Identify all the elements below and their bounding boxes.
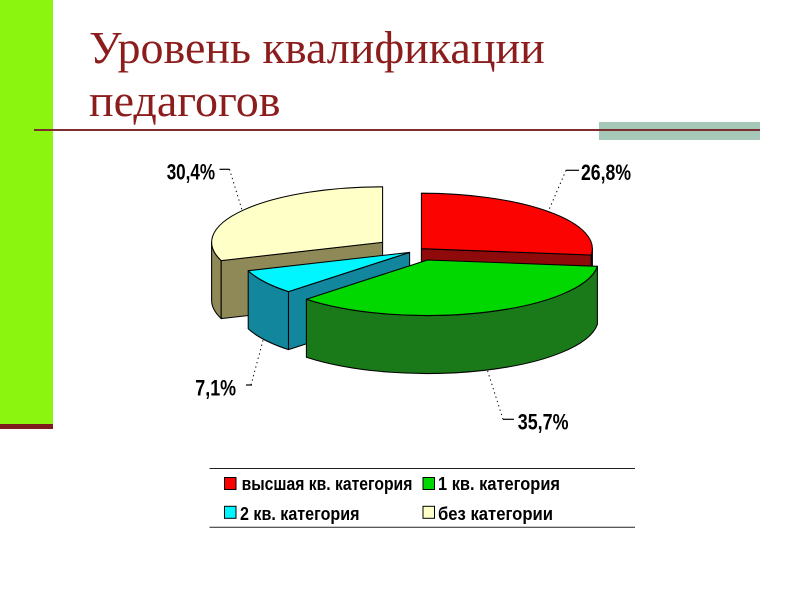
svg-text:35,7%: 35,7% (518, 410, 569, 435)
svg-text:1 кв. категория: 1 кв. категория (438, 474, 560, 494)
svg-text:без категории: без категории (438, 504, 553, 524)
svg-text:2 кв. категория: 2 кв. категория (240, 504, 360, 524)
svg-text:30,4%: 30,4% (167, 160, 215, 185)
svg-text:7,1%: 7,1% (195, 375, 236, 400)
svg-text:высшая кв. категория: высшая кв. категория (242, 474, 413, 494)
svg-text:26,8%: 26,8% (581, 160, 631, 185)
